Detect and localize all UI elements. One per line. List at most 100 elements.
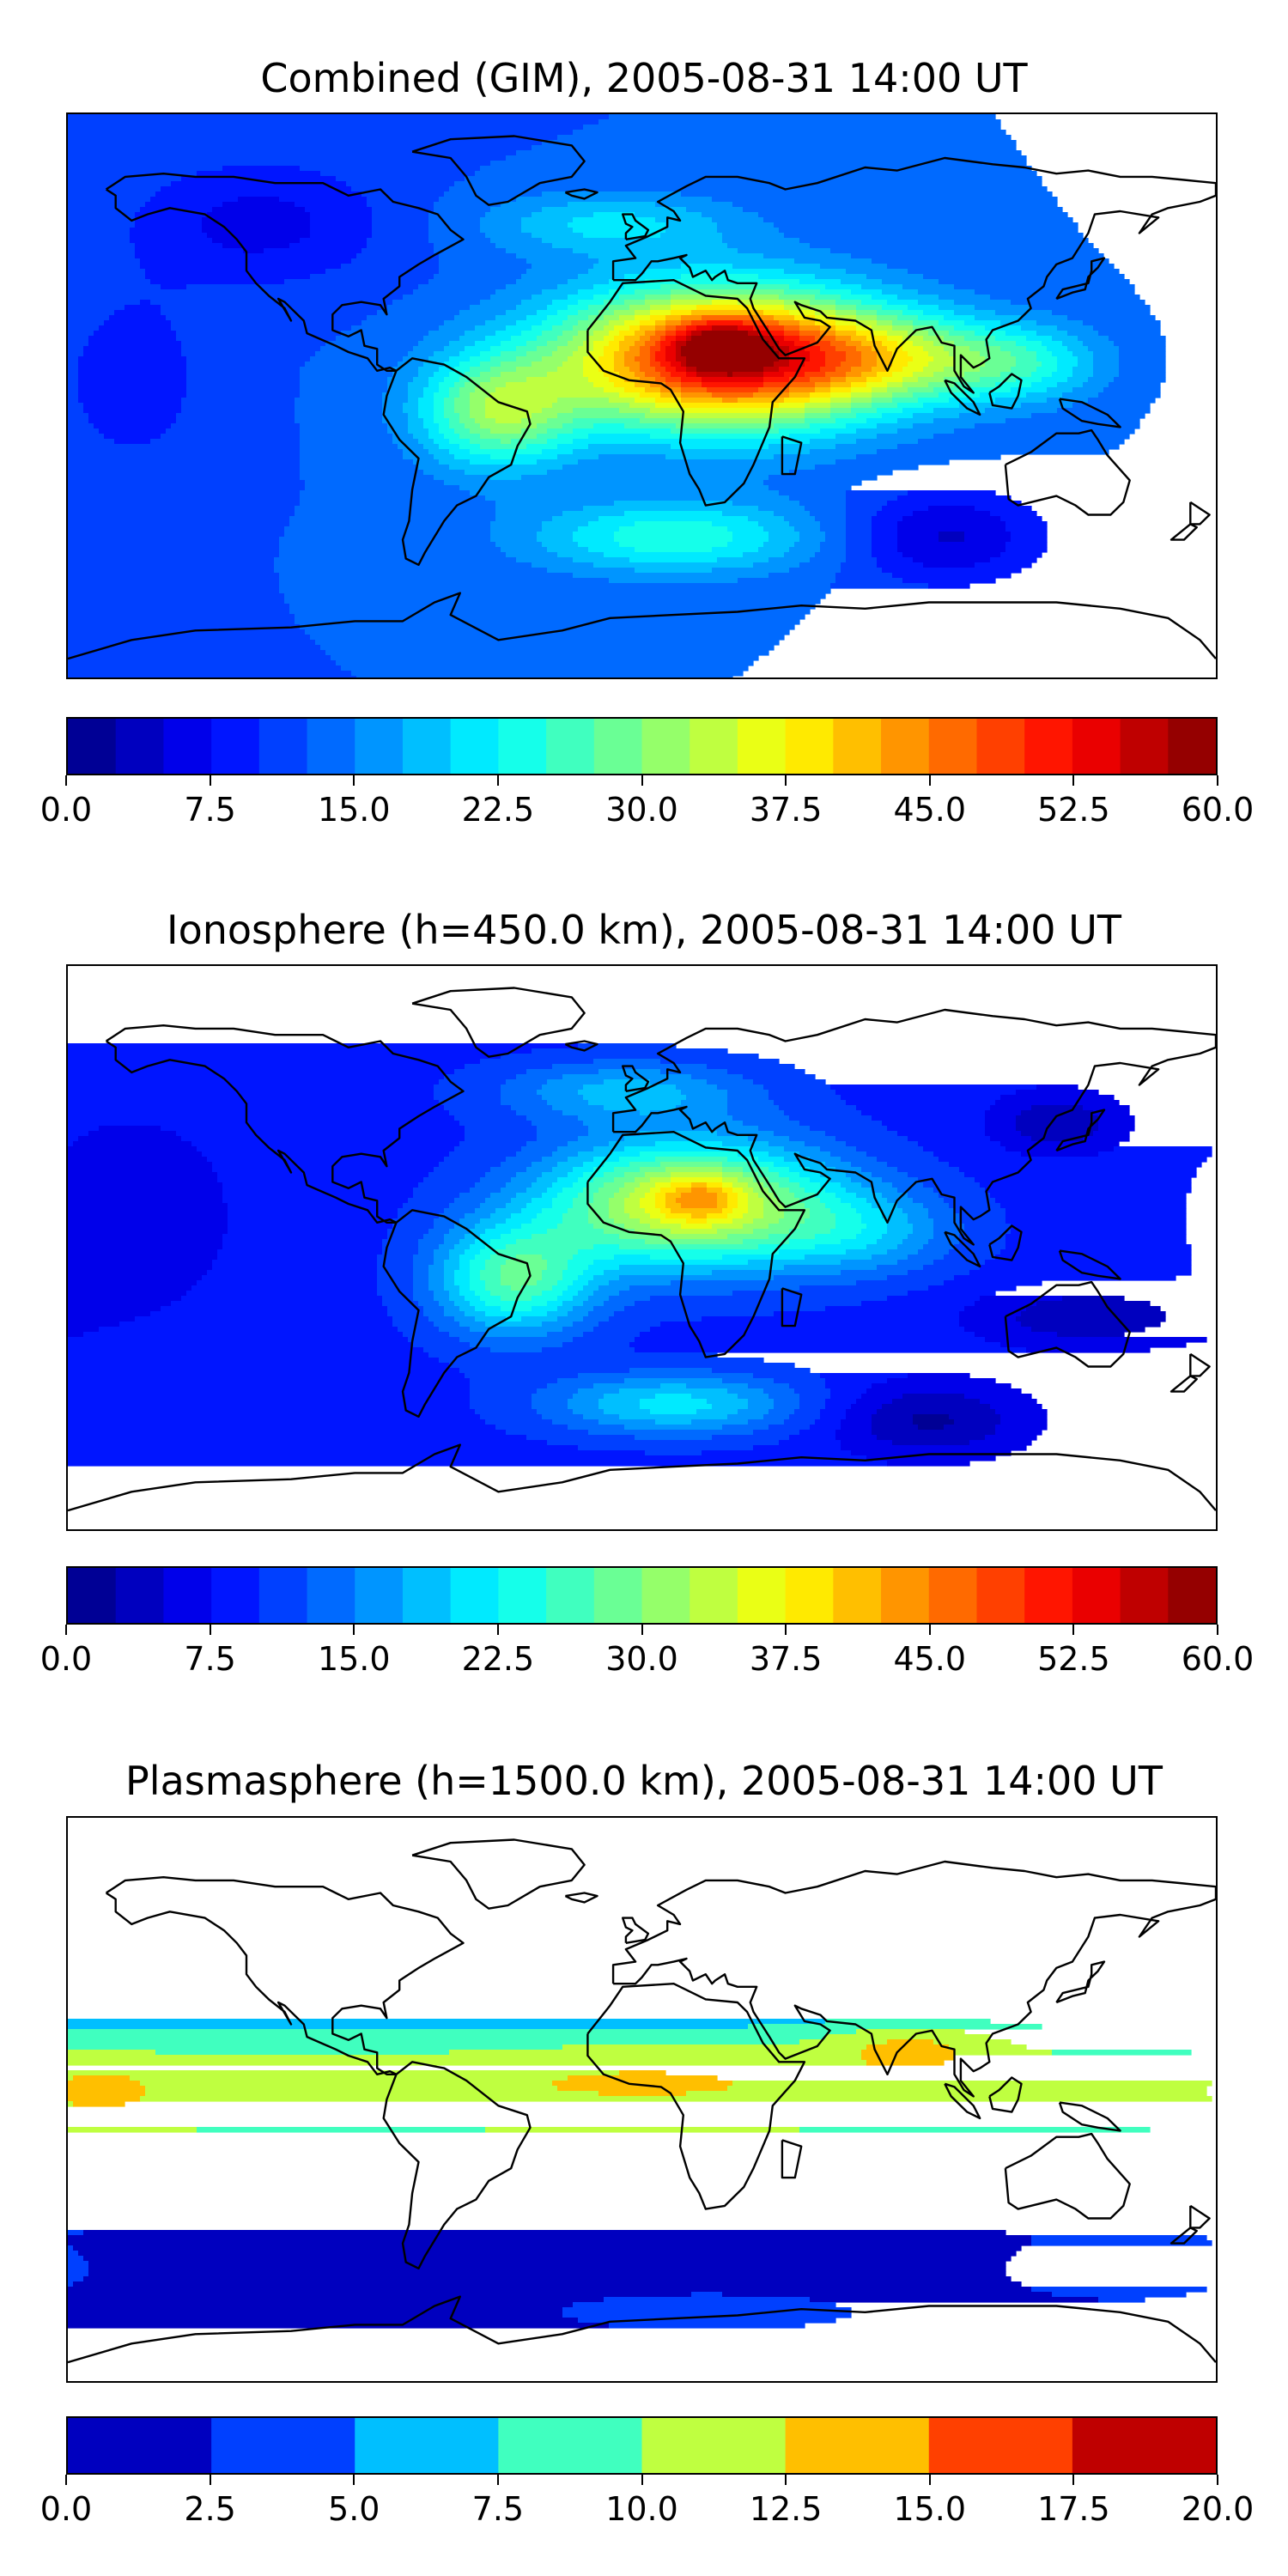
coastline [1189,2204,1211,2229]
colorbar-tick-label: 30.0 [605,791,678,829]
colorbar-tick [785,1625,787,1635]
colorbar-tick-label: 7.5 [471,2490,525,2528]
colorbar-tick [496,2475,499,2485]
coastline [564,188,598,200]
colorbar-swatch [1120,1568,1169,1623]
coastline [622,213,650,240]
colorbar-tick [785,2475,787,2485]
colorbar-swatch [258,1568,308,1623]
colorbar-tick [641,1625,643,1635]
colorbar-tick [1217,1625,1218,1635]
colorbar-tick [928,2475,931,2485]
colorbar-tick-label: 10.0 [605,2490,678,2528]
colorbar-tick [1217,775,1218,786]
colorbar-swatch [1024,719,1073,774]
coastline [382,357,532,566]
colorbar-tick [65,1625,67,1635]
colorbar-swatch [928,1568,977,1623]
coastline [1170,523,1198,541]
colorbar-swatch [641,1568,690,1623]
colorbar-tick-label: 15.0 [893,2490,967,2528]
colorbar-swatch [402,719,452,774]
colorbar-swatch [68,2418,212,2473]
coastline [1055,257,1106,301]
colorbar-swatch [355,2418,499,2473]
coastline [988,1224,1023,1261]
colorbar-tick-label: 7.5 [184,791,236,829]
colorbar-swatch [163,719,212,774]
map-svg [68,1838,1216,2364]
coastline [586,278,806,507]
colorbar-swatch [68,719,117,774]
colorbar-swatch [785,719,834,774]
coastline [611,1860,1216,2098]
map-title: Plasmasphere (h=1500.0 km), 2005-08-31 1… [125,1758,1163,1804]
coastline [411,1838,586,1910]
tec-map-ionosphere [66,964,1218,1531]
coastline [988,2076,1023,2113]
colorbar-tick [785,775,787,786]
map-title: Combined (GIM), 2005-08-31 14:00 UT [260,55,1028,101]
coastlines [68,987,1216,1512]
colorbar-ticks: 0.0 7.5 15.0 22.5 30.0 37.5 45.0 52.5 60.0 [40,1625,1254,1685]
colorbar-swatch [68,1568,117,1623]
coastline [586,1982,806,2210]
colorbar-tick-label: 52.5 [1037,1640,1110,1678]
colorbar-swatch [690,1568,738,1623]
colorbar-swatch [641,719,690,774]
colorbar-tick-label: 60.0 [1181,791,1255,829]
colorbar-ticks: 0.0 7.5 15.0 22.5 30.0 37.5 45.0 52.5 60.0 [40,775,1254,835]
colorbar-tick-label: 7.5 [184,1640,236,1678]
coastline [68,1443,1216,1512]
colorbar-swatch [546,719,595,774]
colorbar-swatch [976,1568,1025,1623]
colorbar-tick [1072,1625,1075,1635]
colorbar-swatch [211,1568,260,1623]
colorbar-swatch [737,719,787,774]
coastline [1058,2101,1121,2132]
coastlines [68,1838,1216,2364]
coastline [586,1130,806,1358]
colorbar-tick-label: 45.0 [893,1640,967,1678]
colorbar-tick [209,2475,211,2485]
coastline [944,1230,981,1268]
colorbar-swatch [1024,1568,1073,1623]
colorbar-tick-label: 0.0 [39,1640,93,1678]
colorbar-swatch [498,719,547,774]
colorbar-swatch [498,2418,642,2473]
colorbar-swatch [258,719,308,774]
coastline [1004,428,1131,516]
colorbar-tick-label: 20.0 [1181,2490,1255,2528]
coastline [944,379,981,416]
colorbar-tick [641,2475,643,2485]
colorbar-swatch [1168,719,1216,774]
colorbar-swatch [307,1568,355,1623]
coastline [68,592,1216,660]
colorbar-swatch [737,1568,787,1623]
colorbar-ionosphere [66,1566,1218,1625]
colorbar-tick [928,1625,931,1635]
colorbar-tick-label: 17.5 [1037,2490,1110,2528]
colorbar-tick-label: 22.5 [461,1640,535,1678]
coastline [781,435,803,476]
colorbar-swatch [881,1568,930,1623]
coastline [105,1875,465,2075]
coastline [105,172,465,372]
coastline [68,2295,1216,2364]
colorbar-tick [1217,2475,1218,2485]
colorbar-swatch [928,719,977,774]
coastline [1004,2132,1131,2220]
coastline [411,987,586,1058]
colorbar-tick-label: 37.5 [749,1640,823,1678]
colorbar-tick-label: 0.0 [39,2490,93,2528]
colorbar-swatch [355,719,404,774]
coastline [1170,1375,1198,1393]
coastline [1055,1960,1106,2004]
colorbar-swatch [1072,2418,1216,2473]
tec-map-plasmasphere [66,1816,1218,2383]
coastline [622,1065,650,1092]
colorbar-swatch [211,2418,355,2473]
coastline [1170,2227,1198,2245]
coastline [564,1892,598,1904]
colorbar-swatch [355,1568,404,1623]
